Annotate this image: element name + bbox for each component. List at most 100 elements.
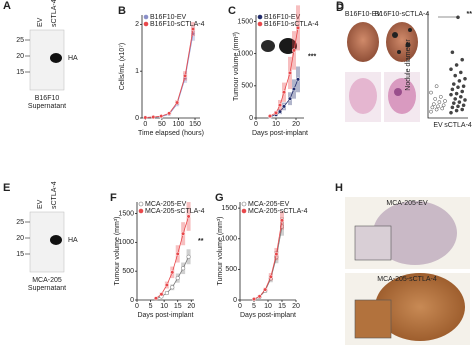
data-point: [454, 108, 459, 113]
ihc-inset: [354, 225, 392, 261]
blot-caption: Supernatant: [28, 103, 66, 110]
x-tick-label: 20: [187, 303, 195, 310]
data-point: [461, 84, 466, 89]
lung-photo: [386, 22, 418, 62]
panel-letter: E: [3, 182, 10, 194]
data-point: [458, 94, 463, 99]
data-point: [281, 90, 287, 95]
kda-marker: 25: [16, 219, 24, 226]
data-point: [183, 73, 188, 78]
data-point: [454, 63, 459, 67]
y-axis-label: Cells/mL (x10⁷): [119, 43, 126, 90]
x-tick-label: 10: [272, 121, 280, 128]
panel-letter: A: [3, 0, 11, 12]
kda-marker: 20: [16, 53, 24, 60]
data-point: [456, 85, 460, 90]
data-point: [170, 285, 175, 290]
panel-letter: C: [228, 5, 236, 17]
tumour-photo: [261, 40, 275, 52]
blot-band: [50, 235, 62, 245]
data-point: [164, 282, 169, 288]
data-point: [274, 252, 279, 257]
data-point: [438, 94, 443, 99]
lane-label: EV: [37, 17, 44, 27]
data-point: [460, 57, 465, 62]
data-point: [287, 96, 293, 101]
x-tick-label: 20: [292, 121, 300, 128]
legend-marker: [138, 208, 144, 214]
x-tick-label: 20: [292, 303, 300, 310]
data-point: [143, 115, 148, 120]
y-tick-label: 1000: [118, 239, 134, 246]
y-tick-label: 1500: [118, 210, 134, 217]
data-point: [429, 90, 433, 95]
y-axis-label: Tumour volume (mm³): [114, 217, 121, 286]
data-point: [164, 291, 169, 296]
blot-caption: Supernatant: [28, 285, 66, 292]
lung-photo: [347, 22, 379, 62]
data-point: [153, 296, 159, 301]
legend-label: MCA-205-sCTLA-4: [145, 208, 205, 215]
panel-letter: F: [110, 192, 117, 204]
data-point: [251, 297, 257, 302]
significance: ***: [308, 53, 316, 60]
data-point: [457, 100, 462, 104]
histology-section: [388, 78, 416, 114]
x-tick-label: 15: [174, 303, 182, 310]
x-tick-label: 15: [278, 303, 286, 310]
kda-marker: 15: [16, 251, 24, 258]
data-point: [440, 106, 445, 111]
x-tick-label: 0: [143, 121, 147, 128]
data-point: [175, 251, 180, 256]
y-tick-label: 500: [241, 83, 253, 90]
blot-caption: MCA-205: [32, 277, 62, 284]
data-point: [434, 84, 439, 89]
significance: **: [198, 238, 204, 245]
panel-letter: B: [118, 5, 126, 17]
x-tick-label: EV: [433, 122, 443, 129]
data-point: [443, 99, 447, 103]
x-axis-label: Days post-implant: [137, 312, 193, 319]
x-tick-label: 5: [149, 303, 153, 310]
y-axis-label: Nodule diameter: [405, 39, 412, 91]
data-point: [457, 79, 462, 83]
data-point: [295, 25, 301, 30]
x-tick-label: 50: [158, 121, 166, 128]
data-point: [186, 214, 191, 219]
histology-section: [349, 78, 377, 114]
x-tick-label: 0: [238, 303, 242, 310]
data-point: [151, 115, 156, 120]
lane-label: EV: [37, 199, 44, 209]
x-tick-label: 0: [254, 121, 258, 128]
data-point: [159, 114, 164, 119]
legend-label: MCA-205-EV: [248, 201, 290, 208]
y-tick-label: 500: [225, 266, 237, 273]
y-tick-label: 1000: [221, 236, 237, 243]
data-point: [451, 82, 456, 86]
x-axis-label: Time elapsed (hours): [138, 130, 204, 137]
data-point: [268, 274, 273, 279]
x-tick-label: 5: [252, 303, 256, 310]
data-point: [463, 98, 467, 102]
data-point: [449, 92, 453, 97]
data-point: [167, 111, 172, 116]
y-axis-label: Tumour volume (mm³): [217, 217, 224, 286]
significance: **: [467, 11, 473, 18]
data-point: [190, 26, 196, 32]
data-point: [451, 101, 456, 106]
x-tick-label: 10: [264, 303, 272, 310]
data-point: [441, 103, 446, 108]
data-point: [159, 292, 164, 297]
data-point: [263, 287, 268, 292]
data-point: [461, 103, 466, 108]
nodule: [397, 50, 401, 54]
x-axis-label: Days post-implant: [240, 312, 296, 319]
y-tick-label: 2: [135, 21, 139, 28]
data-point: [279, 218, 285, 223]
y-tick-label: 0: [130, 297, 134, 304]
legend-marker: [257, 14, 263, 20]
blot-band: [50, 53, 62, 63]
data-point: [450, 87, 455, 92]
data-point: [431, 102, 436, 107]
